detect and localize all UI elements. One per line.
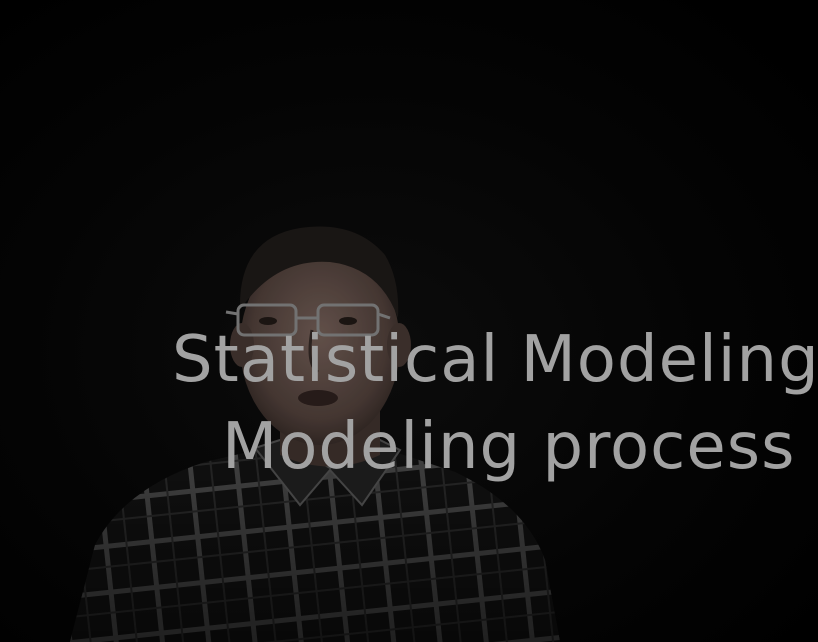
overlay-title: Statistical Modeling bbox=[172, 323, 818, 397]
presenter-hair bbox=[239, 226, 399, 318]
presenter-face bbox=[240, 245, 400, 445]
glasses-icon bbox=[225, 303, 391, 337]
overlay-subtitle: Modeling process bbox=[222, 410, 796, 484]
